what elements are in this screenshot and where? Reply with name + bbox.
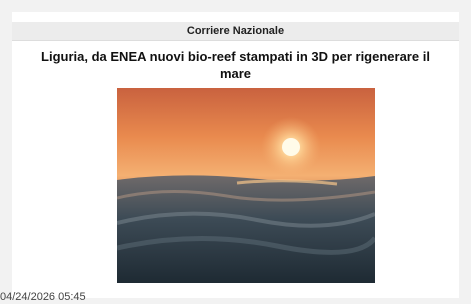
source-name: Corriere Nazionale bbox=[12, 22, 459, 41]
article-title[interactable]: Liguria, da ENEA nuovi bio-reef stampati… bbox=[24, 48, 447, 82]
news-card[interactable]: Corriere Nazionale Liguria, da ENEA nuov… bbox=[12, 12, 459, 298]
article-image[interactable] bbox=[117, 88, 375, 283]
timestamp: 04/24/2026 05:45 bbox=[0, 290, 86, 304]
page: Corriere Nazionale Liguria, da ENEA nuov… bbox=[0, 0, 471, 298]
